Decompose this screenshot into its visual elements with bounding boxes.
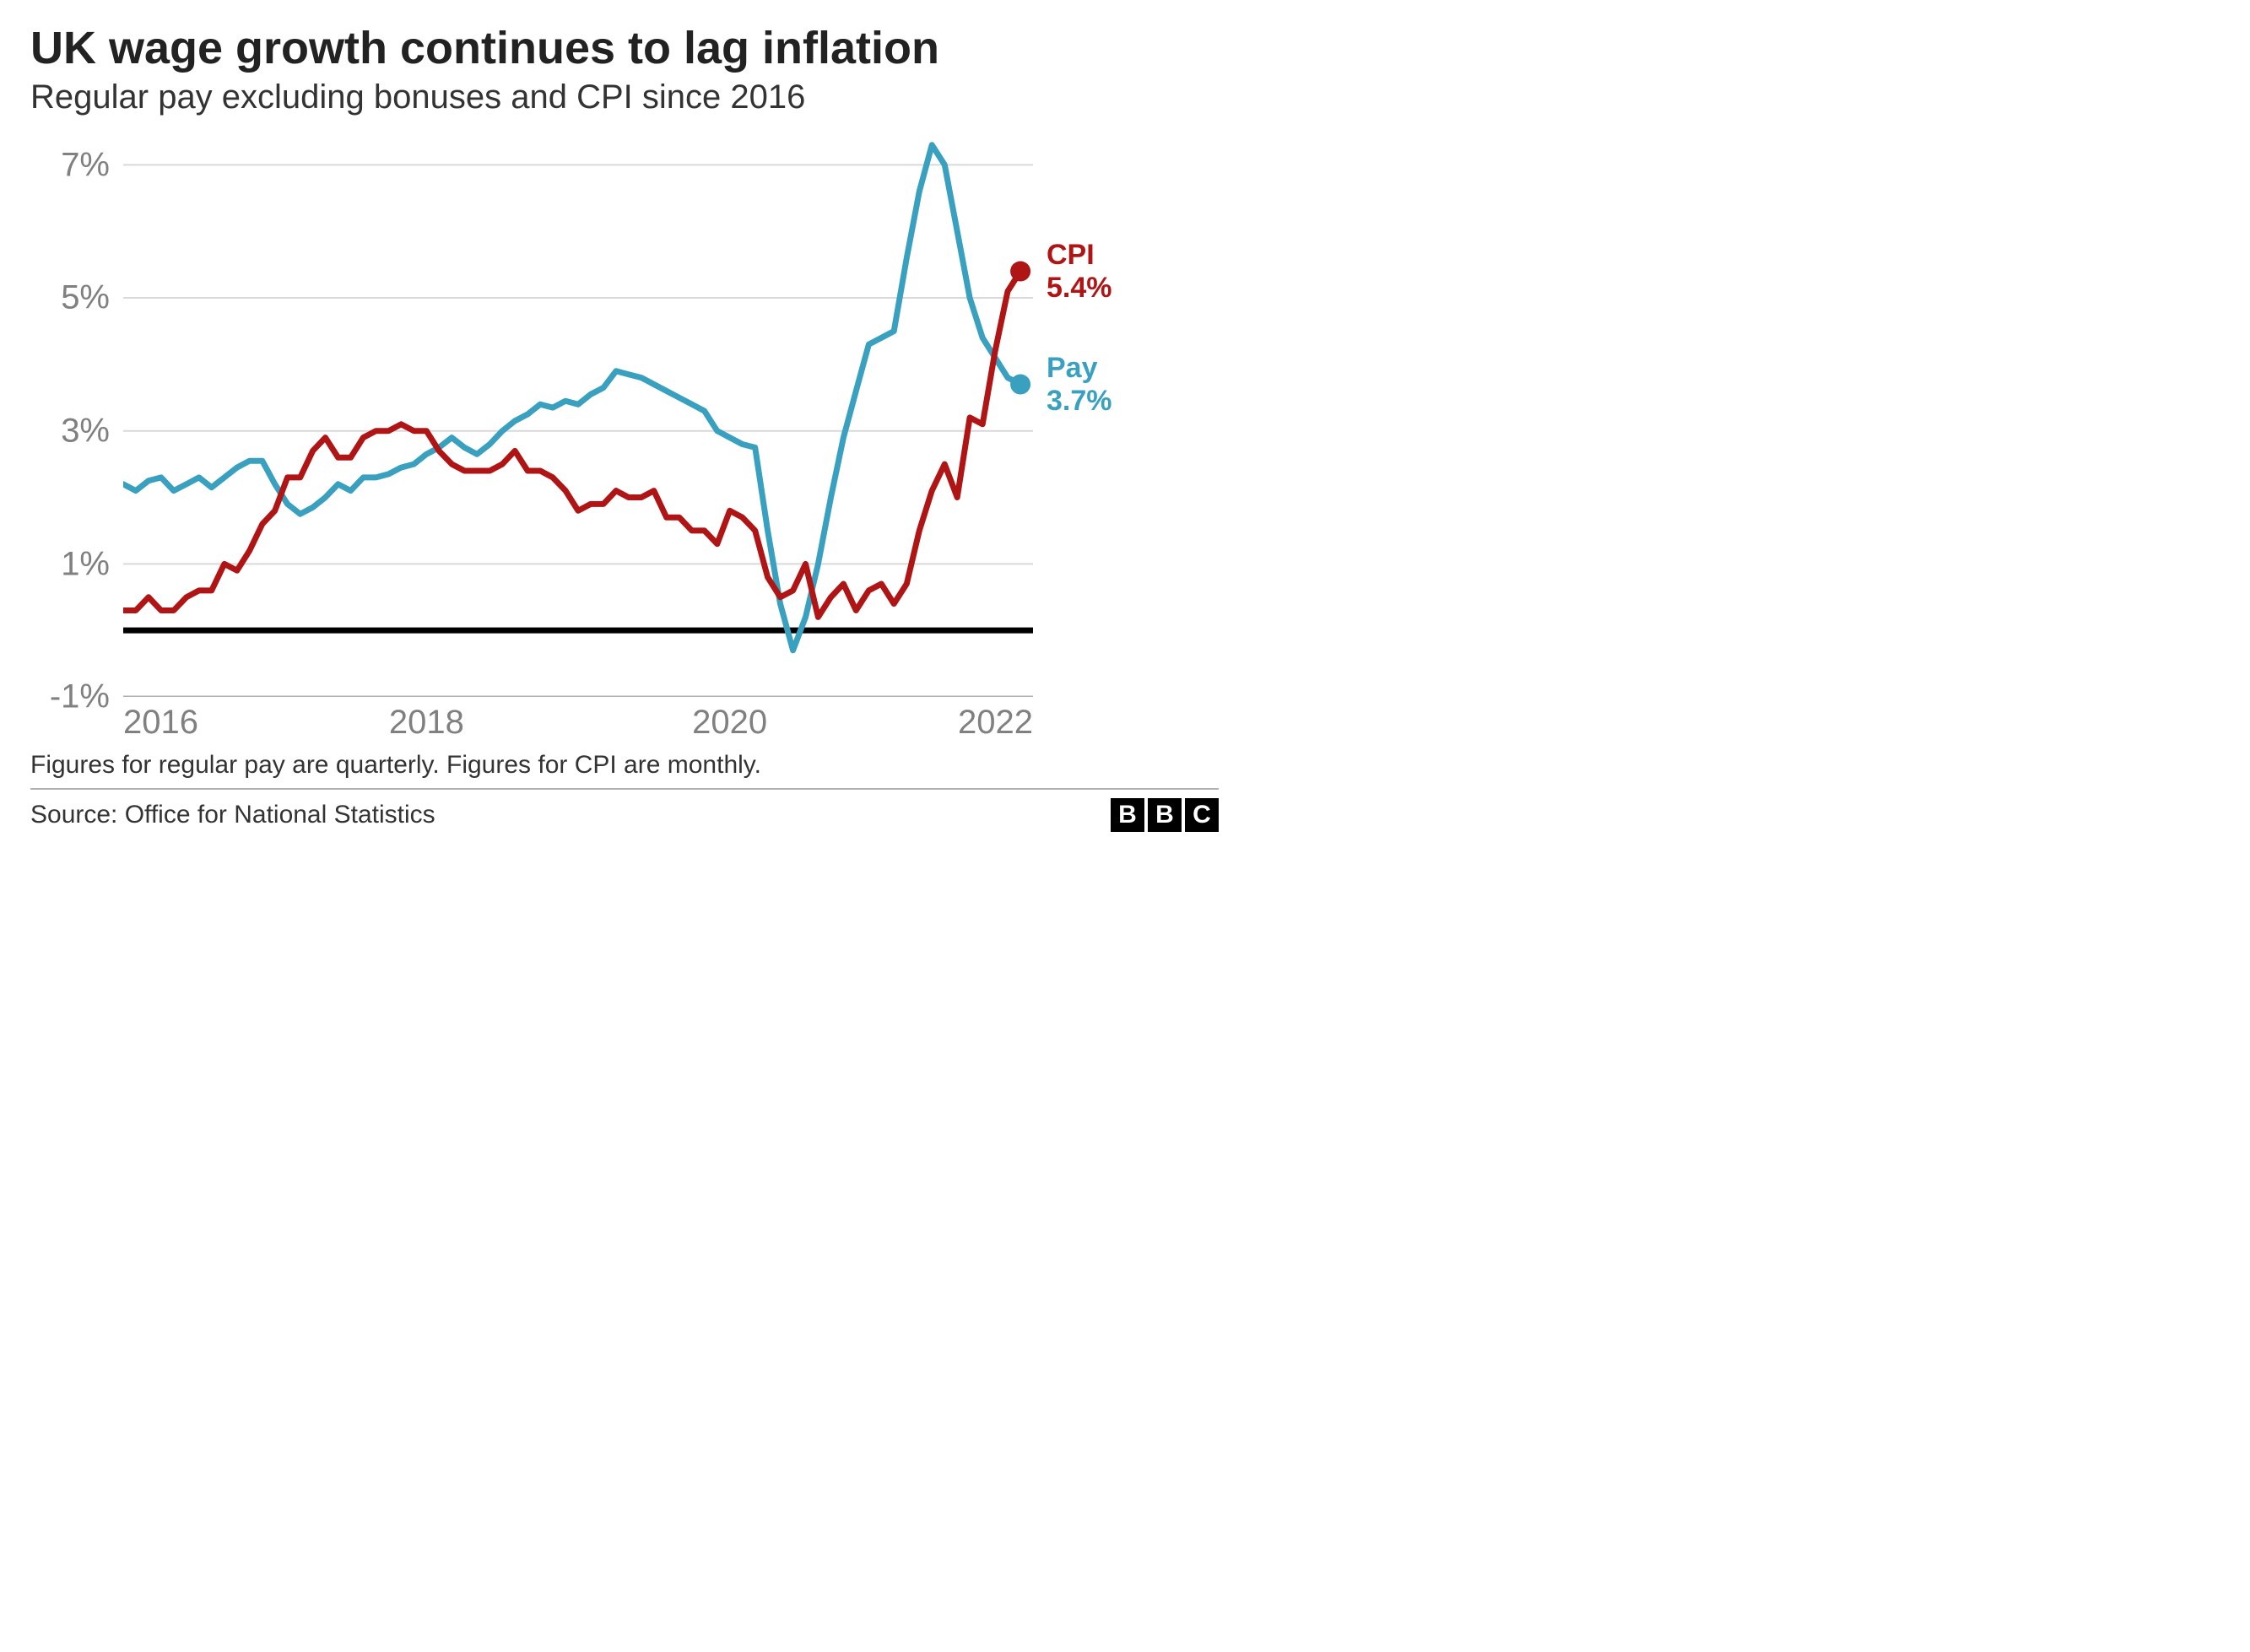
y-tick-label: -1% xyxy=(50,678,115,716)
x-tick-label: 2022 xyxy=(958,704,1033,742)
bbc-logo-letter: C xyxy=(1185,798,1219,832)
plot-area xyxy=(123,132,1033,697)
y-tick-label: 5% xyxy=(61,279,115,317)
series-line-cpi xyxy=(123,272,1020,618)
bbc-logo-letter: B xyxy=(1111,798,1144,832)
chart-frame: UK wage growth continues to lag inflatio… xyxy=(0,0,1249,918)
series-end-marker-cpi xyxy=(1010,262,1030,282)
x-tick-label: 2018 xyxy=(389,704,464,742)
bbc-logo: BBC xyxy=(1111,798,1219,832)
bbc-logo-letter: B xyxy=(1148,798,1182,832)
y-tick-label: 3% xyxy=(61,413,115,451)
source-row: Source: Office for National Statistics B… xyxy=(30,788,1219,832)
x-tick-label: 2020 xyxy=(692,704,767,742)
chart-subtitle: Regular pay excluding bonuses and CPI si… xyxy=(30,78,1219,116)
chart-title: UK wage growth continues to lag inflatio… xyxy=(30,24,1219,73)
chart-footnote: Figures for regular pay are quarterly. F… xyxy=(30,751,1219,780)
x-tick-label: 2016 xyxy=(123,704,198,742)
series-end-label-pay: Pay3.7% xyxy=(1047,352,1112,418)
source-text: Source: Office for National Statistics xyxy=(30,801,435,829)
chart-area: -1%1%3%5%7% Pay3.7%CPI5.4% 2016201820202… xyxy=(30,132,1219,739)
series-line-pay xyxy=(123,145,1020,651)
series-end-label-cpi: CPI5.4% xyxy=(1047,239,1112,305)
y-axis-labels: -1%1%3%5%7% xyxy=(30,132,115,697)
series-end-labels: Pay3.7% CPI5.4% xyxy=(1041,132,1219,697)
y-tick-label: 1% xyxy=(61,545,115,583)
series-end-marker-pay xyxy=(1010,375,1030,395)
y-tick-label: 7% xyxy=(61,146,115,184)
x-axis-labels: 2016 2018 2020 2022 xyxy=(123,697,1033,739)
